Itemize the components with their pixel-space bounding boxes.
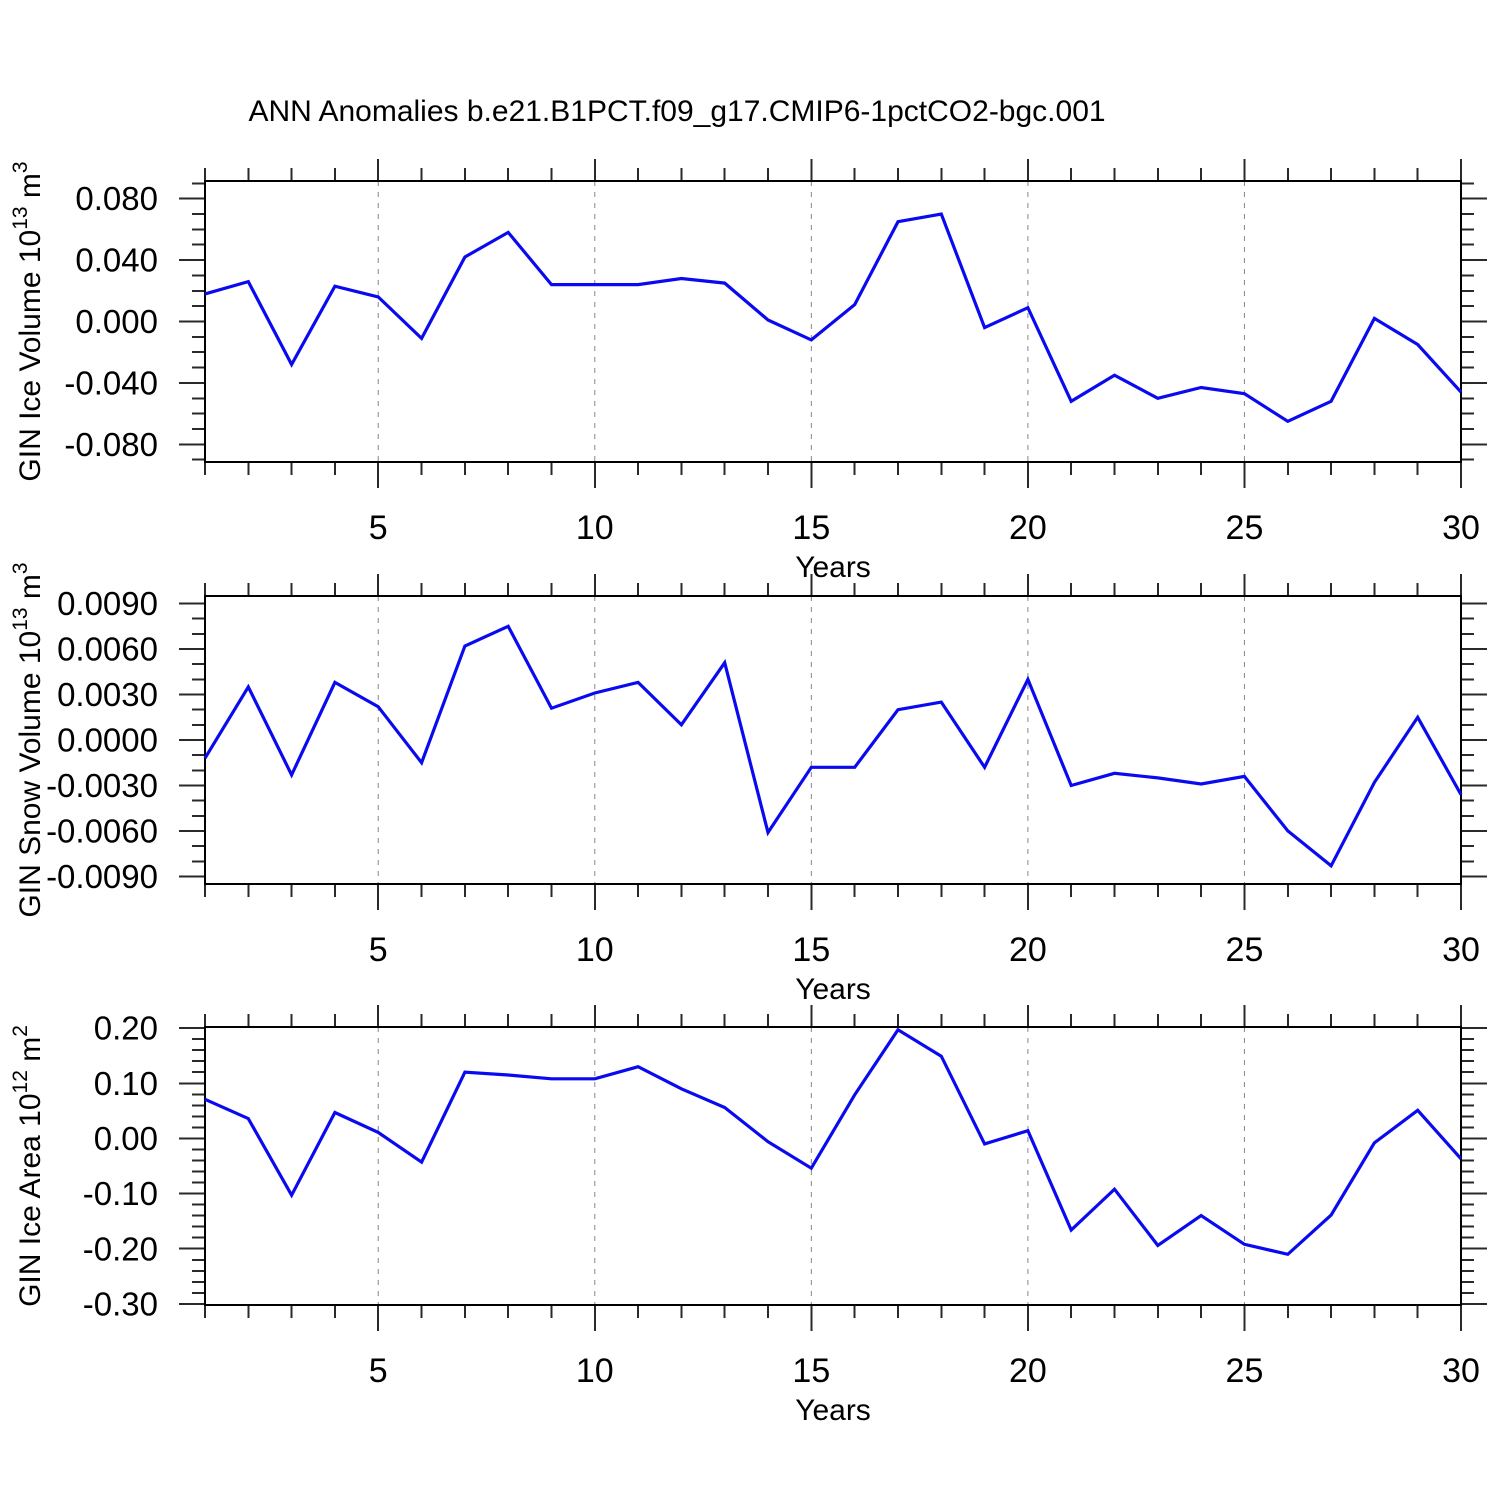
series-line [204,212,1463,424]
y-tick-label: -0.0060 [46,812,158,849]
x-tick-label: 10 [576,509,614,547]
x-tick-label: 5 [369,1352,388,1390]
y-tick-label: 0.10 [94,1065,158,1102]
x-tick-label: 10 [576,931,614,969]
x-tick-label: 5 [369,931,388,969]
x-tick-label: 20 [1009,509,1047,547]
plot-box [204,1026,1462,1306]
series-line [203,624,1463,869]
x-tick-label: 20 [1009,931,1047,969]
x-tick-label: 25 [1226,1352,1264,1390]
y-axis-title: GIN Ice Volume 1013 m3 [9,161,47,481]
y-tick-label: 0.0000 [57,722,158,759]
x-tick-label: 15 [792,509,830,547]
plot-box [204,595,1462,885]
y-tick-label: 0.080 [75,180,158,217]
y-axis-title: GIN Ice Area 1012 m2 [9,1025,47,1307]
x-tick-label: 30 [1442,509,1480,547]
y-tick-label: 0.040 [75,242,158,279]
x-tick-label: 30 [1442,1352,1480,1390]
x-axis-title: Years [795,1394,871,1427]
y-tick-label: -0.0030 [46,767,158,804]
y-tick-label: 0.0030 [57,676,158,713]
chart-gin-snow-volume: 5 10 15 20 25 30 0.0090 0.0060 0.0030 0.0000 -0.00… [9,562,1487,1006]
y-tick-label: -0.30 [83,1285,158,1322]
chart-gin-ice-volume: 5 10 15 20 25 30 0.080 0.040 0.000 -0.040 -0.080 Ye… [9,159,1487,584]
y-tick-label: -0.0090 [46,858,158,895]
x-tick-label: 15 [792,931,830,969]
x-tick-label: 25 [1226,931,1264,969]
x-axis-title: Years [795,973,871,1006]
chart-gin-ice-area: 5 10 15 20 25 30 0.20 0.10 0.00 -0.10 -0.20 -0.30 Ye… [9,1005,1487,1427]
x-tick-label: 25 [1226,509,1264,547]
y-tick-label: -0.080 [64,426,158,463]
y-tick-label: 0.0060 [57,631,158,668]
y-axis-title: GIN Snow Volume 1013 m3 [9,562,47,917]
x-tick-label: 15 [792,1352,830,1390]
y-tick-label: -0.040 [64,364,158,401]
x-tick-label: 30 [1442,931,1480,969]
y-tick-label: -0.20 [83,1230,158,1267]
y-tick-label: 0.00 [94,1120,158,1157]
x-tick-label: 20 [1009,1352,1047,1390]
y-tick-label: 0.000 [75,303,158,340]
x-tick-label: 5 [369,509,388,547]
series-line [204,1027,1463,1257]
y-tick-label: 0.20 [94,1010,158,1047]
plot-title: ANN Anomalies b.e21.B1PCT.f09_g17.CMIP6-… [248,95,1106,128]
y-tick-label: -0.10 [83,1175,158,1212]
x-tick-label: 10 [576,1352,614,1390]
y-tick-label: 0.0090 [57,585,158,622]
x-axis-title: Years [795,551,871,584]
plot-box [204,180,1462,463]
